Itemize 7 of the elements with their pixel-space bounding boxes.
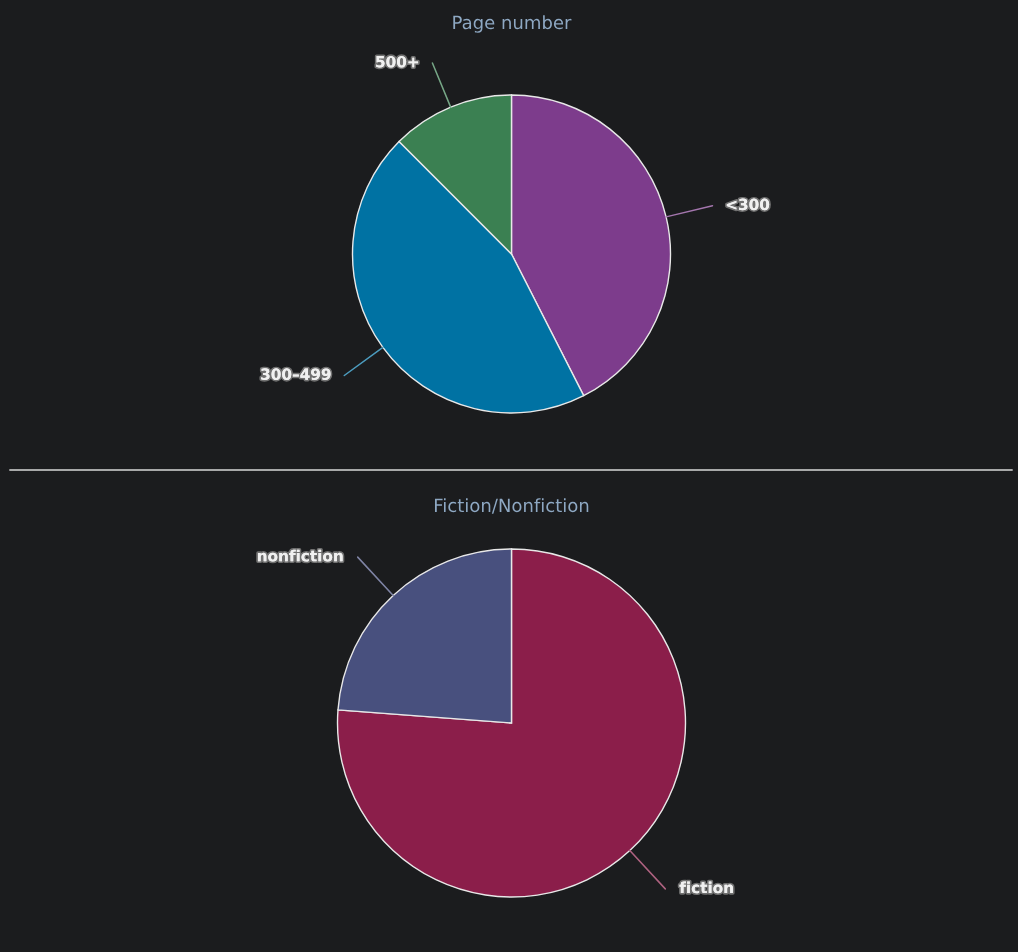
slice-label: nonfiction (257, 549, 343, 562)
slice-label: <300 (726, 198, 770, 211)
chart-title: Page number (453, 15, 572, 33)
slice-label: 300–499 (261, 368, 331, 380)
slice-label: 500+ (376, 55, 419, 68)
chart-title: Fiction/Nonfiction (434, 498, 589, 514)
slice-label: fiction (679, 881, 733, 894)
